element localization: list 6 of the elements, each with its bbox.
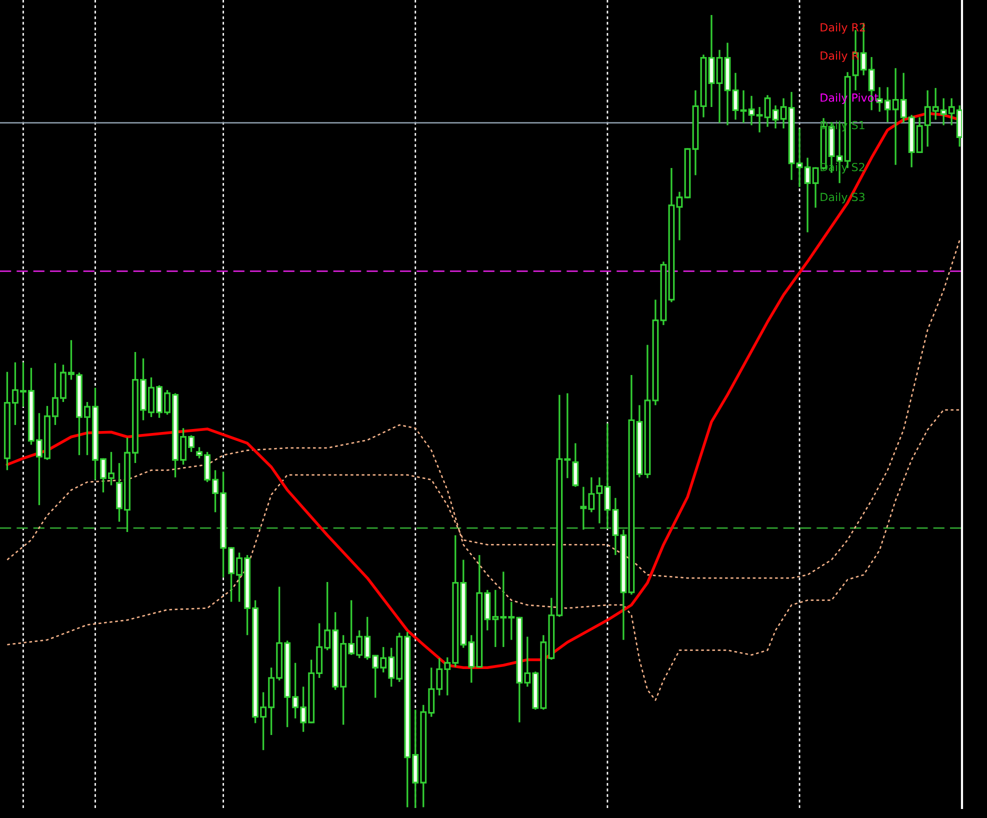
- annotation: Daily R: [820, 51, 859, 62]
- annotation: Daily S3: [820, 192, 864, 204]
- candlestick: [740, 90, 747, 124]
- candlestick: [572, 442, 579, 488]
- candlestick: [732, 72, 739, 121]
- candlestick: [748, 95, 755, 126]
